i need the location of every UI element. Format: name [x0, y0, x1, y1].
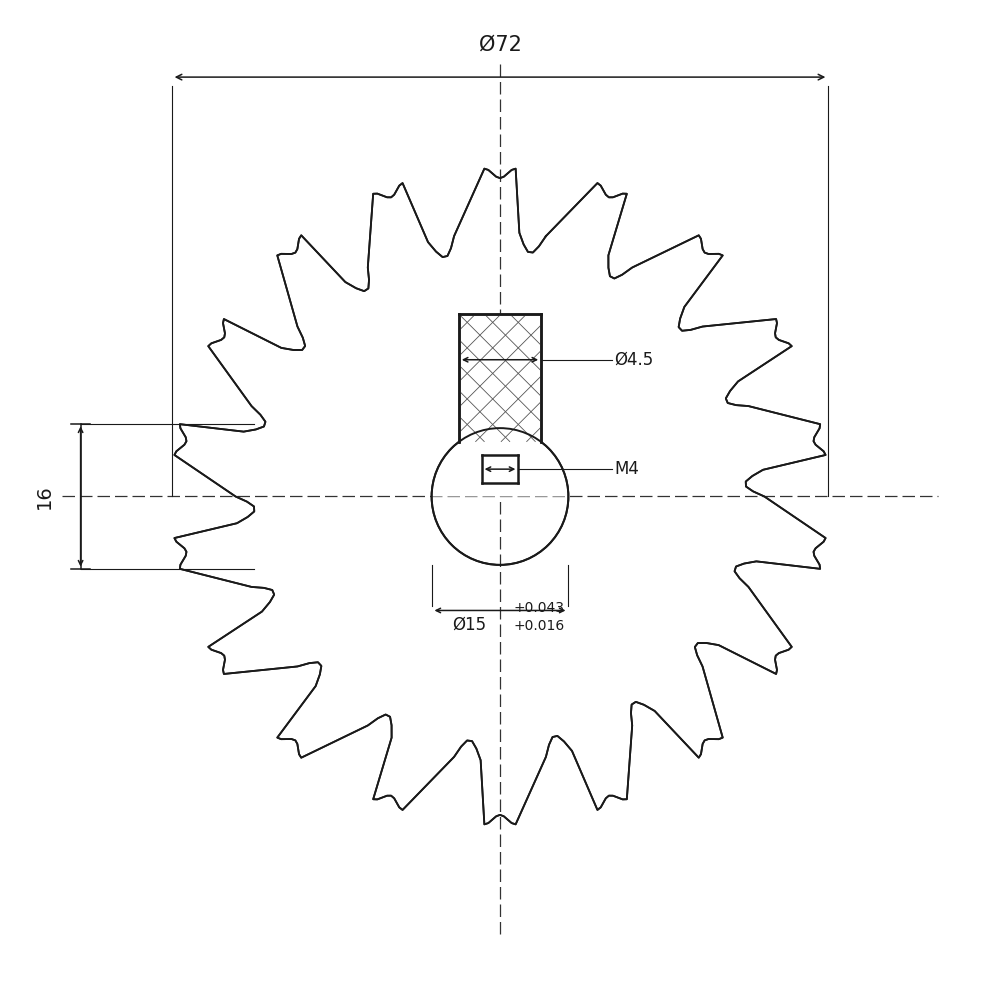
Text: Ø15: Ø15 [452, 615, 486, 634]
Text: 16: 16 [35, 485, 54, 508]
Bar [459, 314, 541, 442]
Bar [482, 456, 518, 483]
Text: +0.043: +0.043 [514, 601, 565, 615]
Text: Ø4.5: Ø4.5 [614, 351, 653, 368]
Text: M4: M4 [614, 460, 639, 479]
Wedge shape [432, 428, 568, 496]
Text: Ø72: Ø72 [479, 35, 521, 55]
Text: +0.016: +0.016 [514, 620, 565, 634]
